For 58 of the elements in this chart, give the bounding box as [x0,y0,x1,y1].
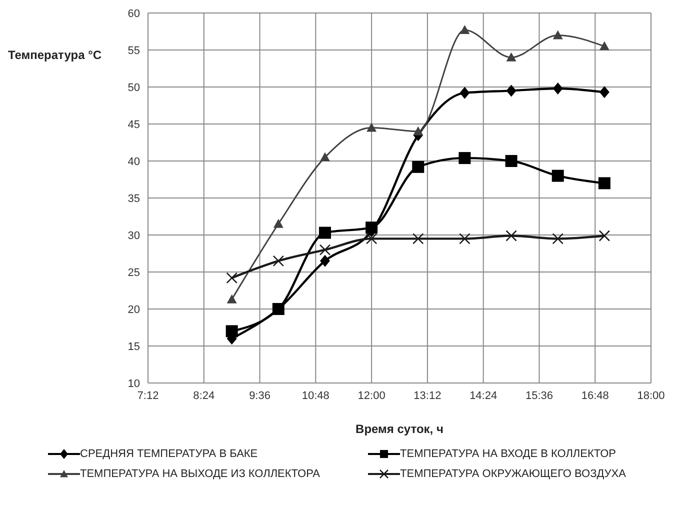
y-tick-label: 60 [128,8,140,20]
x-tick-label: 18:00 [637,390,665,402]
x-tick-label: 7:12 [137,390,159,402]
x-tick-label: 15:36 [525,390,553,402]
y-axis-title: Температура °C [8,48,102,62]
point [226,294,237,304]
point [599,41,610,50]
legend-label: ТЕМПЕРАТУРА НА ВЫХОДЕ ИЗ КОЛЛЕКТОРА [80,468,320,480]
y-tick-label: 55 [128,44,140,57]
point [506,84,516,97]
point [552,233,564,244]
x-tick-label: 8:24 [193,390,215,402]
y-tick-label: 25 [128,266,140,279]
point [599,86,610,98]
point [460,86,470,99]
point [460,25,470,34]
x-tick-label: 16:48 [581,390,609,402]
point [366,233,378,244]
x-tick-label: 13:12 [414,390,442,402]
point [366,122,377,132]
point [459,233,470,244]
x-tick-label: 10:48 [302,390,330,402]
point [273,218,284,228]
y-tick-label: 15 [128,340,140,353]
x-axis-title: Время суток, ч [356,422,444,436]
legend-label: ТЕМПЕРАТУРА НА ВХОДЕ В КОЛЛЕКТОР [400,448,616,460]
point [505,155,518,167]
point [552,30,563,40]
point [552,82,563,94]
point [320,152,330,162]
y-tick-label: 50 [128,82,140,94]
legend-label: СРЕДНЯЯ ТЕМПЕРАТУРА В БАКЕ [80,448,258,460]
y-tick-label: 45 [128,118,140,131]
point [412,233,424,244]
point [598,177,610,190]
point [318,226,331,239]
x-tick-label: 9:36 [249,390,270,402]
point [226,325,238,338]
legend-label: ТЕМПЕРАТУРА ОКРУЖАЮЩЕГО ВОЗДУХА [400,468,626,480]
y-tick-label: 30 [128,230,140,242]
y-tick-label: 20 [128,304,140,316]
x-tick-label: 12:00 [358,390,386,402]
x-tick-label: 14:24 [470,390,498,402]
y-tick-label: 40 [128,156,140,168]
point [412,160,424,173]
y-tick-label: 35 [128,192,140,205]
point [366,222,378,234]
point [598,230,610,242]
point [320,254,330,267]
point [506,230,517,242]
point [458,152,471,164]
point [506,52,516,62]
point [272,255,284,267]
point [319,244,331,256]
point [413,126,424,136]
point [552,170,564,182]
point [226,272,238,284]
y-tick-label: 10 [128,378,140,390]
